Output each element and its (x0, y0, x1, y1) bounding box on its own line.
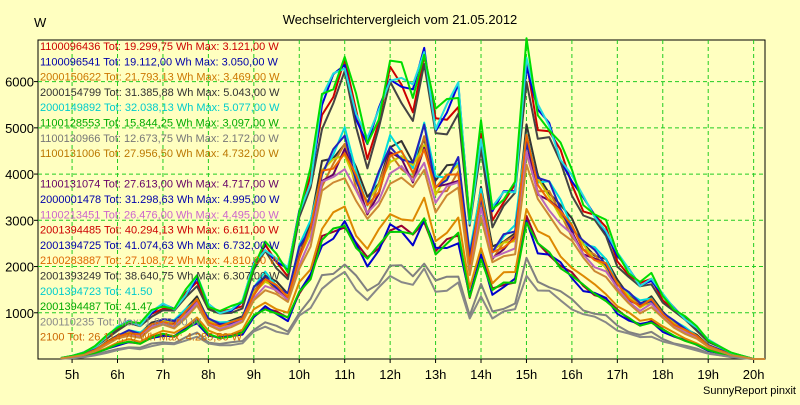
series-line (60, 256, 765, 360)
x-tick-label: 15h (516, 367, 538, 382)
x-tick-label: 16h (561, 367, 583, 382)
series-line (60, 121, 765, 360)
y-tick-label: 2000 (5, 260, 34, 275)
series-line (60, 150, 765, 360)
footer-credit: SunnyReport pinxit (703, 385, 796, 397)
series-line (60, 37, 765, 360)
legend-entry: 2100283887 Tot: 27.108,72 Wh Max: 4.810,… (40, 255, 280, 267)
x-tick-label: 20h (743, 367, 765, 382)
legend-entry: 2001394485 Tot: 40.294,13 Wh Max: 6.611,… (40, 225, 279, 237)
legend-entry: 2001394725 Tot: 41.074,63 Wh Max: 6.732,… (40, 240, 280, 252)
x-tick-label: 14h (470, 367, 492, 382)
legend-entry: 200110235 Tot: Max: 1.822,00 W (40, 316, 202, 328)
legend-entry: 2000001478 Tot: 31.298,63 Wh Max: 4.995,… (40, 194, 280, 206)
y-tick-label: 3000 (5, 213, 34, 228)
legend-entry: 1100131074 Tot: 27.613,00 Wh Max: 4.717,… (40, 179, 279, 191)
legend-entry: 1100096436 Tot: 19.299,75 Wh Max: 3.121,… (40, 41, 279, 53)
series-line (60, 267, 765, 360)
x-tick-label: 5h (65, 367, 79, 382)
legend-entry: 1100131006 Tot: 27.956,50 Wh Max: 4.732,… (40, 148, 279, 160)
x-tick-label: 11h (334, 367, 355, 382)
x-tick-label: 9h (247, 367, 261, 382)
y-tick-label: 4000 (5, 167, 34, 182)
y-tick-label: 5000 (5, 121, 34, 136)
legend-entry: 2000149892 Tot: 32.038,13 Wh Max: 5.077,… (40, 102, 280, 114)
legend-entry: 1100096541 Tot: 19.112,00 Wh Max: 3.050,… (40, 56, 279, 68)
y-tick-label: 6000 (5, 75, 34, 90)
x-tick-label: 12h (379, 367, 401, 382)
x-tick-label: 10h (288, 367, 310, 382)
series-line (60, 51, 765, 360)
y-tick-label: 1000 (5, 306, 34, 321)
legend-entry: 2000150622 Tot: 21.793,13 Wh Max: 3.469,… (40, 72, 280, 84)
legend-entry: 2001394723 Tot: 41.50 (40, 286, 152, 298)
legend-entry: 2001393249 Tot: 38.640,75 Wh Max: 6.307,… (40, 271, 280, 283)
legend-entry: 1100213451 Tot: 26.476,00 Wh Max: 4.495,… (40, 209, 279, 221)
legend-entry: 1100130966 Tot: 12.673,75 Wh Max: 2.172,… (40, 133, 279, 145)
legend-entry: 1100128553 Tot: 15.844,25 Wh Max: 3.097,… (40, 118, 279, 130)
series-line (60, 217, 765, 360)
chart-title: Wechselrichtervergleich vom 21.05.2012 (283, 12, 518, 27)
x-tick-label: 6h (110, 367, 124, 382)
series-line (60, 196, 765, 360)
x-tick-label: 17h (606, 367, 628, 382)
x-tick-label: 8h (201, 367, 215, 382)
x-tick-label: 18h (652, 367, 674, 382)
y-axis-label: W (34, 15, 47, 30)
x-tick-label: 7h (156, 367, 170, 382)
x-tick-label: 13h (425, 367, 447, 382)
legend-entry: 2001394487 Tot: 41.47 (40, 301, 152, 313)
legend-entry: 2100 Tot: 26.114,70 Wh Max: 4.285,50 W (40, 332, 243, 344)
series-line (60, 133, 765, 360)
series-line (60, 163, 765, 360)
legend-entry: 2000154799 Tot: 31.385,88 Wh Max: 5.043,… (40, 87, 280, 99)
x-tick-label: 19h (697, 367, 719, 382)
